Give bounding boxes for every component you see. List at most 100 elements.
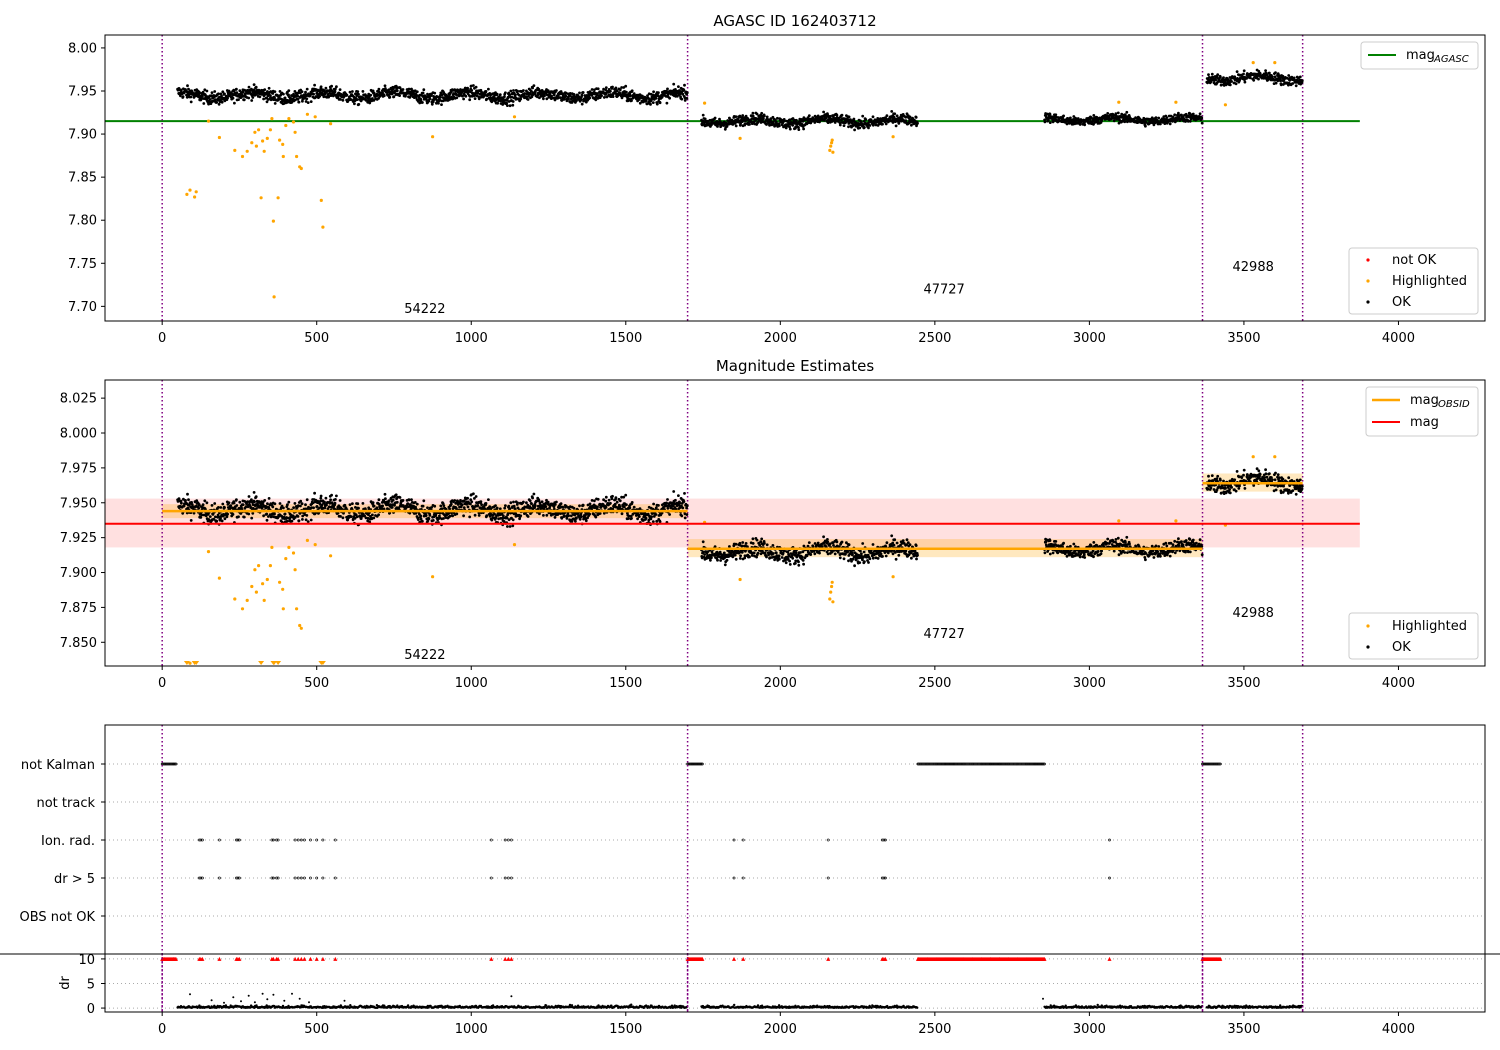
ok-point — [594, 515, 598, 519]
ok-point — [908, 115, 912, 119]
highlighted-point — [830, 138, 834, 142]
ok-point — [637, 98, 641, 101]
ok-point — [366, 99, 370, 102]
highlighted-point — [206, 119, 211, 123]
ok-point — [550, 94, 553, 98]
ok-point — [771, 552, 775, 555]
ok-point — [221, 502, 225, 506]
ok-point — [214, 98, 217, 102]
ok-point — [440, 507, 444, 511]
highlighted-point — [194, 190, 198, 194]
x-tick-label: 1000 — [455, 331, 488, 346]
ok-point — [840, 540, 844, 544]
obsid-label: 54222 — [404, 302, 445, 317]
ok-point — [553, 516, 557, 519]
ok-point — [472, 84, 475, 87]
ok-point — [674, 498, 677, 502]
ok-point — [466, 496, 469, 500]
ok-point — [451, 514, 455, 518]
ok-point — [493, 93, 497, 97]
ok-point — [227, 501, 231, 505]
ok-point — [562, 514, 566, 517]
highlighted-point — [185, 192, 189, 196]
legend-highlighted-marker — [1366, 279, 1370, 283]
ok-point — [1083, 123, 1087, 127]
ok-point — [644, 99, 648, 102]
ok-point — [579, 98, 583, 101]
ok-point — [884, 122, 888, 126]
ok-point — [751, 537, 755, 541]
ok-point — [461, 94, 464, 98]
ok-point — [596, 87, 600, 91]
ok-point — [209, 94, 213, 98]
x-tick-label: 2500 — [918, 331, 951, 346]
ok-point — [1234, 82, 1238, 86]
ok-point — [802, 562, 805, 566]
ok-point — [744, 114, 748, 118]
ok-point — [637, 515, 641, 518]
ok-point — [572, 93, 576, 96]
ok-point — [718, 117, 721, 121]
ok-point — [654, 513, 658, 516]
highlighted-point — [261, 139, 265, 143]
ok-point — [390, 506, 394, 509]
ok-point — [567, 514, 570, 518]
ok-point — [544, 505, 548, 508]
ok-point — [625, 90, 628, 94]
ok-point — [532, 492, 536, 496]
ok-point — [484, 90, 488, 93]
ok-point — [852, 117, 856, 121]
ok-point — [247, 96, 251, 100]
ok-point — [894, 124, 898, 128]
ok-point — [842, 557, 846, 561]
highlighted-point — [193, 195, 197, 199]
ok-point — [1157, 116, 1161, 120]
ok-point — [654, 96, 658, 100]
legend-highlighted-label: Highlighted — [1392, 274, 1467, 289]
ok-point — [253, 500, 256, 504]
ok-point — [628, 506, 632, 510]
ok-point — [813, 552, 817, 556]
ok-point — [666, 498, 669, 501]
highlighted-point — [313, 115, 317, 119]
ok-point — [622, 495, 626, 499]
ok-point — [858, 561, 862, 564]
ok-point — [765, 555, 768, 559]
ok-point — [791, 556, 795, 560]
ok-point — [290, 519, 294, 523]
ok-point — [526, 98, 530, 101]
ok-point — [788, 127, 792, 131]
ok-point — [596, 505, 599, 509]
ok-point — [181, 95, 185, 99]
ok-point — [287, 500, 291, 504]
ok-point — [511, 524, 515, 528]
ok-point — [593, 499, 596, 503]
ok-point — [433, 91, 437, 95]
ok-point — [567, 97, 570, 101]
ok-point — [504, 504, 507, 507]
ok-point — [1198, 112, 1202, 116]
ok-point — [863, 560, 866, 564]
ok-point — [468, 98, 472, 102]
ok-point — [701, 113, 705, 117]
ok-point — [348, 503, 352, 506]
ok-point — [649, 103, 652, 106]
ok-point — [740, 550, 744, 554]
ok-point — [578, 91, 581, 95]
ok-point — [265, 518, 269, 522]
highlighted-point — [831, 150, 835, 154]
ok-point — [322, 95, 326, 99]
ok-point — [419, 514, 423, 518]
ok-point — [553, 503, 557, 506]
ok-point — [495, 92, 499, 96]
ok-point — [498, 93, 502, 97]
legend-ok-label: OK — [1392, 295, 1411, 310]
ok-point — [916, 122, 919, 125]
ok-point — [818, 551, 821, 555]
ok-point — [355, 98, 359, 101]
ok-point — [607, 498, 611, 502]
ok-point — [822, 110, 825, 114]
ok-point — [651, 101, 655, 104]
ok-point — [628, 94, 632, 98]
ok-point — [200, 97, 204, 100]
